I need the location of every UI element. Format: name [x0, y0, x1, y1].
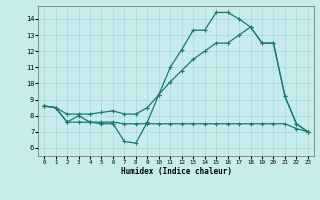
- X-axis label: Humidex (Indice chaleur): Humidex (Indice chaleur): [121, 167, 231, 176]
